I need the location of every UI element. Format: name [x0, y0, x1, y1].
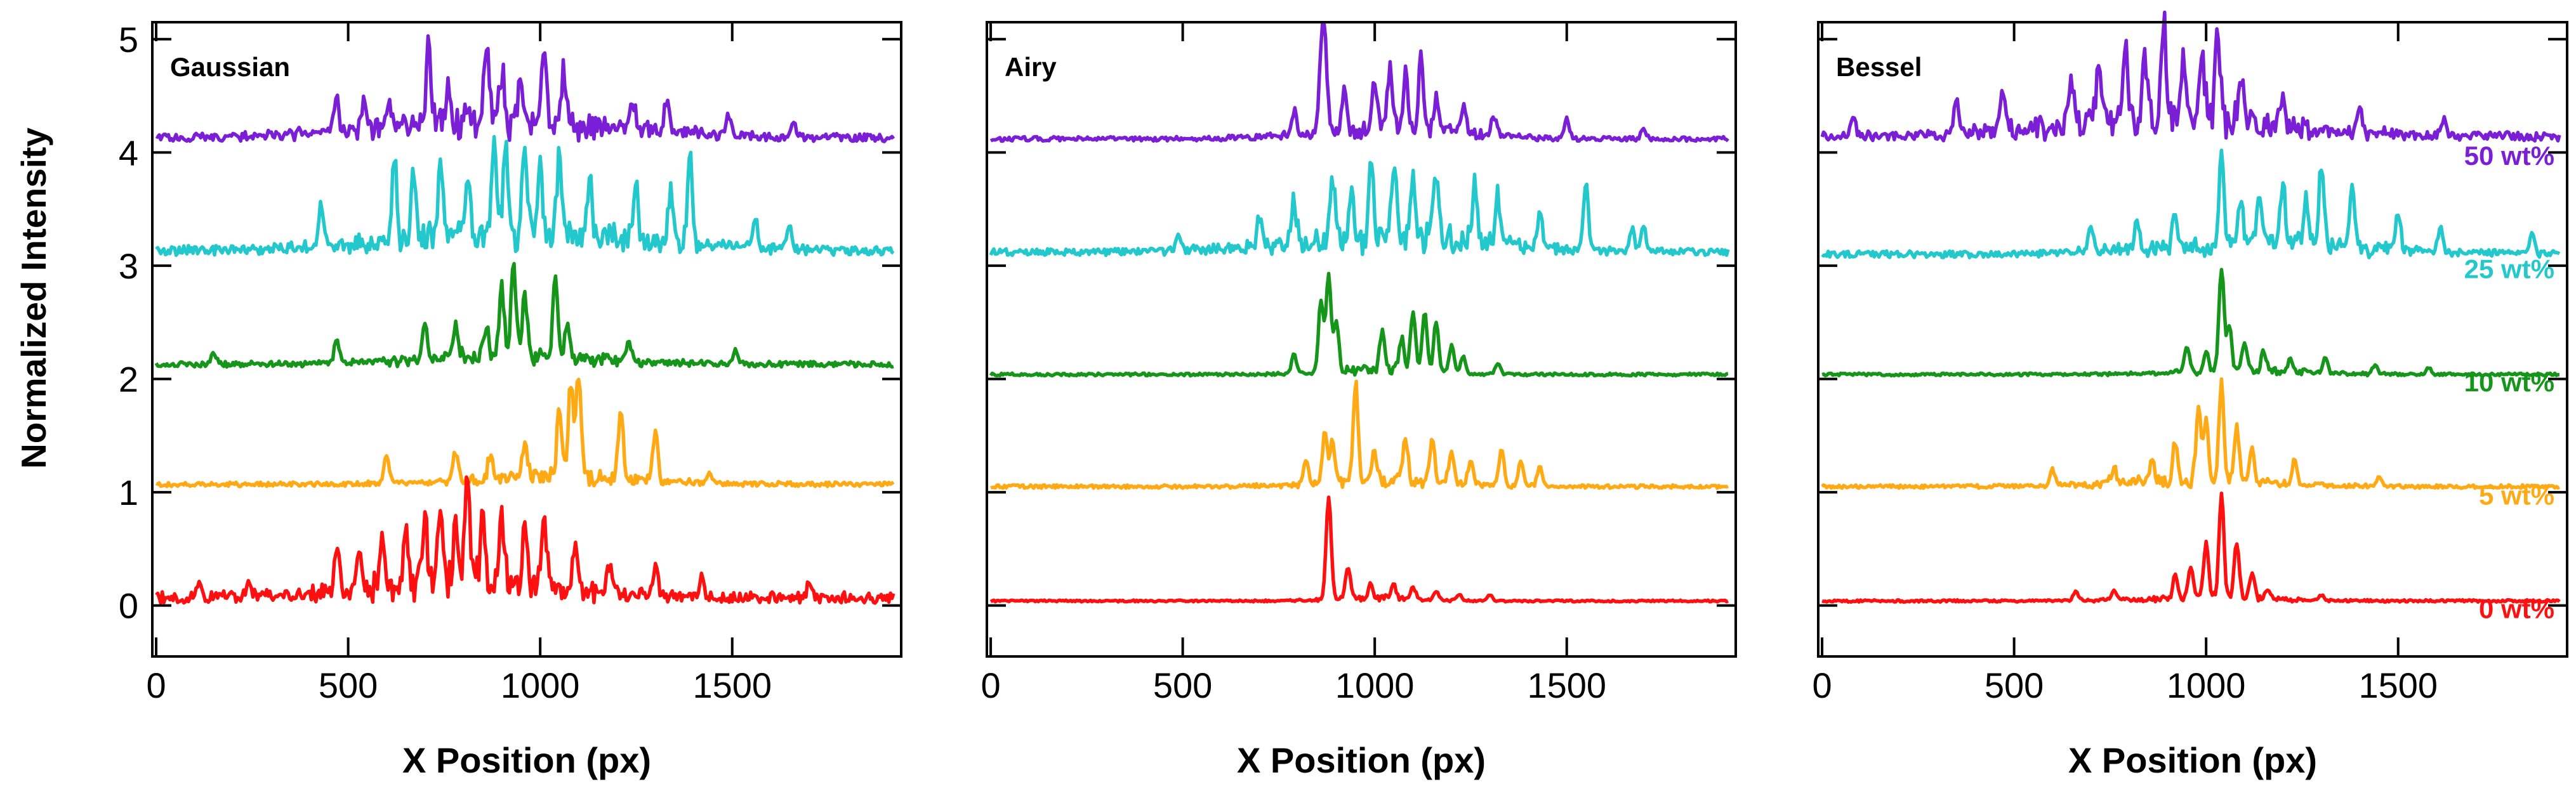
plot-frame — [151, 21, 902, 658]
series-line-airy-10wt — [989, 271, 1729, 378]
x-axis-label: X Position (px) — [2068, 740, 2317, 780]
x-axis-label: X Position (px) — [1237, 740, 1486, 780]
series-line-gaussian-5wt — [155, 377, 895, 488]
panel-gaussian: 0 1 2 3 4 5 0 500 1000 1500 Gaussian X Position (px… — [119, 20, 902, 780]
panel-title: Bessel — [1836, 52, 1922, 82]
x-tick-label: 1000 — [1335, 665, 1415, 705]
panels-group: 0 1 2 3 4 5 0 500 1000 1500 Gaussian X Position (px… — [119, 10, 2568, 780]
series-line-bessel-5wt — [1821, 377, 2560, 490]
legend-label-10wt: 10 wt% — [2464, 367, 2554, 397]
series-line-gaussian-10wt — [154, 262, 894, 369]
y-tick-label: 5 — [119, 20, 138, 60]
series-line-airy-25wt — [989, 160, 1730, 258]
panel-title: Airy — [1005, 52, 1057, 82]
y-tick-label: 2 — [119, 360, 138, 400]
series-line-airy-0wt — [989, 495, 1729, 604]
legend-label-5wt: 5 wt% — [2479, 481, 2554, 511]
panel-bessel: 0 500 1000 1500 Bessel X Position (px) 50 wt% 2… — [1812, 10, 2568, 780]
series-line-bessel-0wt — [1821, 491, 2561, 604]
panel-title: Gaussian — [170, 52, 290, 82]
y-tick-label: 3 — [119, 246, 138, 286]
series-line-airy-5wt — [990, 379, 1729, 490]
y-tick-label: 0 — [119, 586, 138, 626]
x-tick-label: 1500 — [692, 665, 772, 705]
series-line-gaussian-50wt — [155, 34, 895, 143]
legend-label-0wt: 0 wt% — [2479, 594, 2554, 623]
x-tick-label: 0 — [981, 665, 1000, 705]
x-tick-label: 500 — [319, 665, 378, 705]
legend-label-50wt: 50 wt% — [2464, 141, 2554, 171]
y-tick-label: 4 — [119, 133, 138, 173]
x-tick-label: 0 — [1812, 665, 1832, 705]
series-line-bessel-25wt — [1821, 148, 2561, 259]
x-tick-label: 500 — [1153, 665, 1212, 705]
y-axis-label: Normalized Intensity — [14, 127, 53, 469]
plot-frame — [1817, 21, 2568, 658]
x-tick-label: 1000 — [501, 665, 580, 705]
legend-label-25wt: 25 wt% — [2464, 254, 2554, 284]
series-line-gaussian-25wt — [155, 134, 895, 258]
x-tick-label: 500 — [1985, 665, 2044, 705]
series-line-bessel-10wt — [1821, 268, 2560, 378]
x-tick-label: 1000 — [2167, 665, 2246, 705]
panel-airy: 0 500 1000 1500 Airy X Position (px) — [981, 21, 1737, 780]
plot-frame — [986, 21, 1737, 658]
x-tick-label: 1500 — [2358, 665, 2438, 705]
series-line-bessel-50wt — [1820, 10, 2561, 143]
x-tick-label: 0 — [146, 665, 166, 705]
series-line-gaussian-0wt — [155, 475, 895, 605]
x-tick-label: 1500 — [1527, 665, 1606, 705]
y-tick-label: 1 — [119, 473, 138, 512]
x-axis-label: X Position (px) — [402, 740, 651, 780]
series-line-airy-50wt — [989, 21, 1729, 143]
